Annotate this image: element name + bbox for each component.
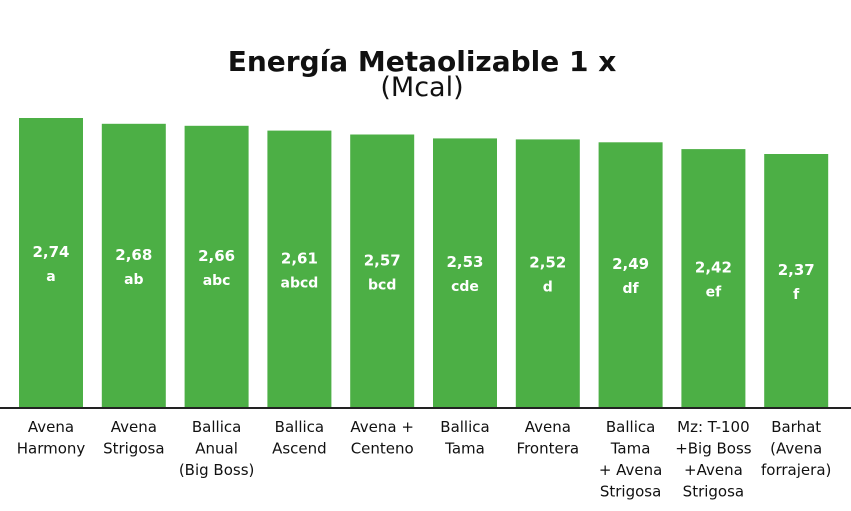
category-label-line: Frontera (517, 440, 580, 458)
bar (19, 118, 83, 408)
category-label-line: Avena (525, 418, 571, 436)
significance-letter: bcd (368, 277, 396, 293)
bar (598, 142, 663, 409)
significance-letter: f (793, 287, 800, 303)
bar (433, 138, 497, 408)
category-labels-group: Avena Harmony Avena Strigosa Ballica Anual (Bi… (17, 418, 832, 501)
category-label-line: Avena (111, 418, 157, 436)
category-label-line: Barhat (771, 418, 821, 436)
significance-letter: ef (706, 285, 722, 301)
bar-value-label: 2,74 (32, 243, 69, 261)
significance-letter: df (623, 281, 640, 297)
category-label-line: Avena + (350, 418, 414, 436)
category-label-line: Centeno (351, 440, 414, 458)
category-label-line: +Avena (684, 461, 743, 479)
bar-value-label: 2,53 (446, 253, 483, 271)
significance-letter: cde (451, 279, 479, 295)
category-label-line: Strigosa (600, 483, 661, 501)
category-label: Ballica Anual (Big Boss) (179, 418, 255, 479)
category-label: Avena Frontera (517, 418, 580, 458)
category-label-line: Ballica (192, 418, 241, 436)
category-label-line: (Avena (770, 440, 822, 458)
category-label: Avena Strigosa (103, 418, 164, 458)
category-label-line: +Big Boss (675, 440, 752, 458)
significance-letter: a (46, 269, 55, 285)
significance-letter: abcd (281, 275, 319, 291)
category-label-line: Anual (195, 440, 238, 458)
bar (184, 125, 249, 409)
bar-value-label: 2,57 (364, 251, 401, 269)
bar-value-label: 2,42 (695, 259, 732, 277)
bar-value-label: 2,37 (778, 261, 815, 279)
significance-letter: abc (203, 273, 231, 289)
bar-value-label: 2,61 (281, 249, 318, 267)
category-label: Ballica Ascend (272, 418, 327, 458)
bar (267, 130, 332, 408)
chart-subtitle: (Mcal) (380, 72, 463, 103)
category-label-line: Ascend (272, 440, 327, 458)
category-label-line: Strigosa (683, 483, 744, 501)
bar (350, 134, 415, 408)
bar-value-label: 2,68 (115, 246, 152, 264)
category-label-line: Ballica (275, 418, 324, 436)
bar-value-label: 2,66 (198, 247, 235, 265)
category-label-line: Mz: T-100 (677, 418, 749, 436)
category-label: Barhat (Avena forrajera) (761, 418, 831, 479)
category-label-line: Tama (610, 440, 651, 458)
category-label: Avena Harmony (17, 418, 86, 458)
bars-group: 2,74 a 2,68 ab 2,66 abc 2,61 abcd 2,57 bcd 2,53 cde… (19, 118, 829, 409)
category-label-line: Harmony (17, 440, 86, 458)
bar-value-label: 2,52 (529, 254, 566, 272)
category-label-line: (Big Boss) (179, 461, 255, 479)
category-label-line: Ballica (440, 418, 489, 436)
category-label-line: Strigosa (103, 440, 164, 458)
category-label-line: + Avena (599, 461, 663, 479)
category-label: Ballica Tama + Avena Strigosa (599, 418, 663, 501)
bar (764, 154, 829, 408)
significance-letter: ab (124, 272, 143, 288)
category-label: Mz: T-100 +Big Boss +Avena Strigosa (675, 418, 752, 501)
chart-title: Energía Metaolizable 1 x (228, 45, 617, 78)
category-label-line: forrajera) (761, 461, 831, 479)
category-label-line: Tama (444, 440, 485, 458)
bar (515, 139, 580, 408)
bar-value-label: 2,49 (612, 255, 649, 273)
bar (101, 123, 166, 409)
significance-letter: d (543, 280, 553, 296)
bar (681, 149, 746, 408)
category-label: Avena + Centeno (350, 418, 414, 458)
category-label: Ballica Tama (440, 418, 489, 458)
category-label-line: Ballica (606, 418, 655, 436)
category-label-line: Avena (28, 418, 74, 436)
